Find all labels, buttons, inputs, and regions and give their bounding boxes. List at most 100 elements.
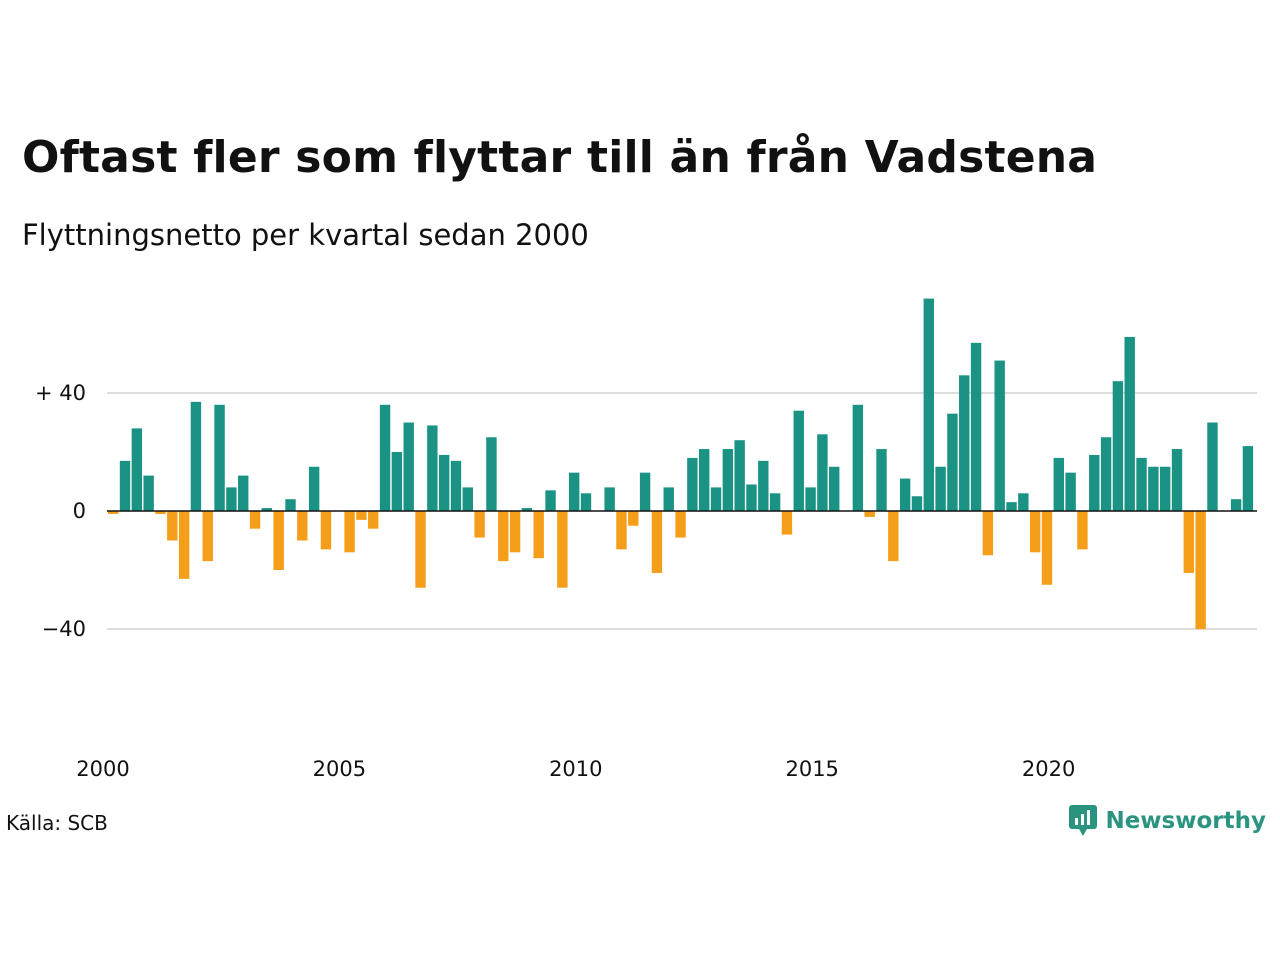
bar [1053, 457, 1064, 511]
bar [687, 457, 698, 511]
bar [214, 404, 225, 511]
brand-name: Newsworthy [1105, 808, 1266, 834]
bar [202, 511, 213, 562]
bar [474, 511, 485, 538]
bar [758, 460, 769, 511]
bar [1207, 422, 1218, 511]
bar [308, 466, 320, 511]
x-tick-label: 2020 [1022, 757, 1075, 781]
bars-layer [108, 298, 1254, 629]
bar [1242, 446, 1254, 511]
y-axis-ticks: + 40 0 −40 [35, 381, 86, 641]
bar [1159, 466, 1171, 511]
bar [167, 511, 178, 541]
bar [568, 472, 580, 511]
bar [734, 440, 745, 511]
bar [521, 508, 533, 511]
bar [769, 493, 781, 511]
bar [356, 511, 367, 520]
bar [119, 460, 131, 511]
bar [273, 511, 284, 570]
bar [1077, 511, 1088, 550]
bar [580, 493, 592, 511]
bar [415, 511, 426, 588]
bar [226, 487, 237, 511]
bar [486, 437, 497, 511]
bar [923, 298, 934, 511]
x-tick-label: 2010 [549, 757, 602, 781]
bar [793, 410, 804, 511]
bar [1018, 493, 1029, 511]
y-tick-label: 0 [73, 499, 86, 523]
bar [533, 511, 544, 559]
brand-logo: Newsworthy [1069, 803, 1266, 839]
bar [427, 425, 438, 511]
bar [1029, 511, 1041, 553]
bar [557, 511, 568, 588]
x-tick-label: 2015 [785, 757, 838, 781]
bar [746, 484, 757, 511]
bar [899, 478, 911, 511]
bar [604, 487, 615, 511]
bar [888, 511, 899, 562]
bar [438, 454, 450, 511]
bar [344, 511, 355, 553]
bar [1136, 457, 1147, 511]
bar [1041, 511, 1053, 585]
bar [450, 460, 462, 511]
bar [994, 360, 1005, 511]
bar [911, 496, 923, 511]
bar [864, 511, 875, 517]
bar [1183, 511, 1195, 573]
bar [509, 511, 521, 553]
bar [805, 487, 816, 511]
bar [143, 475, 154, 511]
y-tick-label: + 40 [35, 381, 86, 405]
bar [817, 434, 828, 511]
bar [710, 487, 722, 511]
bar [285, 499, 296, 511]
bar [1195, 511, 1206, 629]
x-tick-label: 2005 [313, 757, 366, 781]
bar [663, 487, 674, 511]
bar [178, 511, 190, 579]
bar [498, 511, 509, 562]
bar [781, 511, 793, 535]
x-axis-ticks: 2000 2005 2010 2015 2020 [76, 757, 1075, 781]
bar [651, 511, 663, 573]
bar [261, 508, 273, 511]
bar [829, 466, 840, 511]
bar [982, 511, 994, 556]
chart-title: Oftast fler som flyttar till än från Vad… [22, 132, 1098, 183]
bar [699, 449, 710, 511]
source-label: Källa: SCB [6, 811, 108, 835]
bar [249, 511, 261, 529]
bar [190, 401, 202, 511]
bar [238, 475, 249, 511]
bar [368, 511, 379, 529]
bar [935, 466, 946, 511]
bar [155, 511, 166, 514]
bar [639, 472, 651, 511]
bar-chart: + 40 0 −40 2000 2005 2010 2015 2020 [35, 298, 1257, 781]
bar [628, 511, 639, 526]
bar [947, 413, 958, 511]
bar [108, 511, 119, 514]
bar [970, 342, 982, 511]
grid-layer [107, 392, 1257, 630]
bar [852, 404, 864, 511]
bar [876, 449, 887, 511]
bar [675, 511, 686, 538]
bar [462, 487, 473, 511]
bar [1006, 502, 1017, 511]
bar [545, 490, 556, 511]
bar [1171, 449, 1183, 511]
bar [320, 511, 332, 550]
bar [403, 422, 414, 511]
chart-subtitle: Flyttningsnetto per kvartal sedan 2000 [22, 218, 589, 252]
bar [1148, 466, 1159, 511]
bar [297, 511, 308, 541]
bar [1065, 472, 1076, 511]
bar [722, 449, 734, 511]
bar [379, 404, 391, 511]
